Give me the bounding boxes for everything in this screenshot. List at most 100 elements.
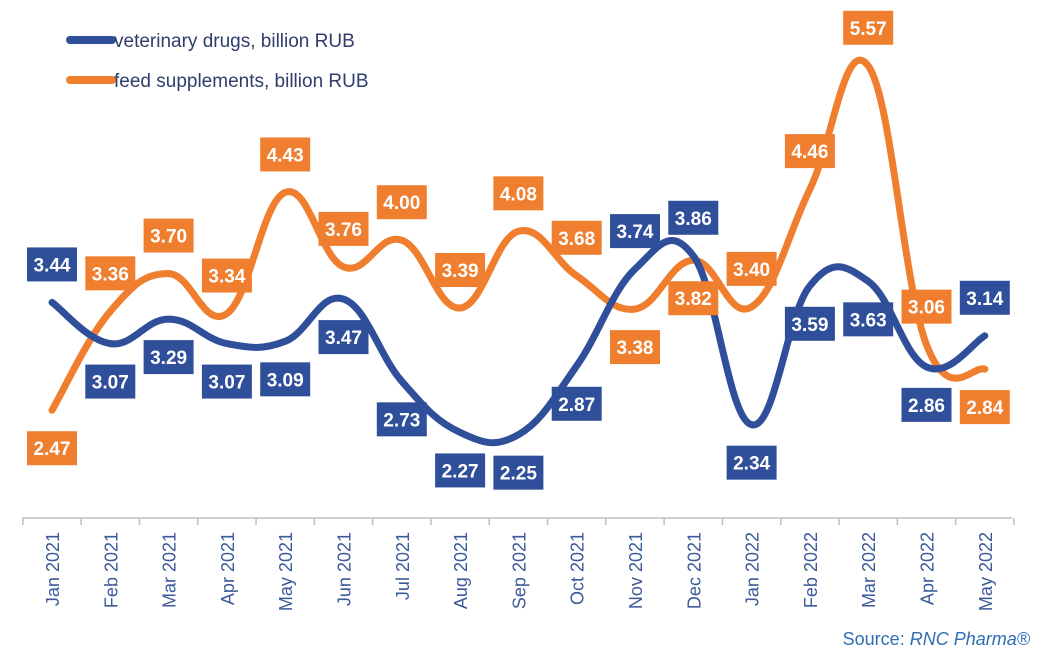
source-note: Source: RNC Pharma®	[843, 629, 1030, 650]
data-label-feed-supplements: 3.40	[726, 251, 777, 286]
x-tick-label: Aug 2021	[451, 532, 471, 609]
data-label-feed-supplements: 3.82	[668, 281, 719, 316]
data-label-veterinary-drugs: 2.27	[435, 453, 486, 488]
data-label-veterinary-drugs: 2.87	[551, 386, 602, 421]
data-label-feed-supplements: 3.34	[201, 258, 252, 293]
legend: veterinary drugs, billion RUB feed suppl…	[66, 31, 369, 92]
data-label-text: 4.43	[267, 145, 304, 166]
data-label-box	[959, 280, 1010, 315]
data-label-box	[551, 386, 602, 421]
data-label-text: 3.07	[92, 373, 129, 394]
data-label-veterinary-drugs: 3.14	[959, 280, 1010, 315]
data-label-feed-supplements: 4.08	[493, 176, 544, 211]
data-label-text: 4.08	[500, 184, 537, 205]
x-axis-ticks	[22, 518, 1015, 525]
data-label-text: 3.38	[617, 338, 654, 359]
data-labels: 3.44 3.07 3.29 3.07 3.09 3.47 2.73 2.27 2.25 2.87…	[27, 10, 1010, 490]
data-label-text: 3.40	[733, 260, 770, 281]
data-label-text: 2.86	[908, 396, 945, 417]
data-label-feed-supplements: 3.39	[435, 253, 486, 287]
data-label-text: 3.29	[150, 348, 187, 369]
data-label-veterinary-drugs: 3.74	[610, 214, 660, 249]
data-label-text: 3.59	[791, 315, 828, 336]
x-tick-label: Feb 2022	[801, 532, 821, 608]
data-label-box	[27, 431, 77, 466]
data-label-text: 3.63	[850, 310, 887, 331]
x-tick-label: Nov 2021	[626, 532, 646, 609]
x-tick-label: Mar 2021	[160, 532, 180, 608]
data-label-text: 4.00	[383, 193, 420, 214]
data-label-text: 3.74	[617, 222, 654, 243]
data-label-box	[143, 340, 194, 375]
data-label-box	[376, 185, 427, 220]
x-tick-label: May 2022	[976, 532, 996, 611]
data-label-box	[318, 320, 369, 355]
data-label-feed-supplements: 5.57	[843, 10, 894, 45]
data-label-veterinary-drugs: 3.47	[318, 320, 369, 355]
data-label-text: 2.25	[500, 464, 537, 485]
data-label-box	[726, 251, 777, 286]
data-label-text: 2.87	[558, 395, 595, 416]
data-label-box	[376, 402, 427, 437]
data-label-box	[260, 137, 311, 172]
data-label-text: 3.47	[325, 328, 362, 349]
x-tick-label: Dec 2021	[684, 532, 704, 609]
data-label-feed-supplements: 3.38	[610, 330, 660, 365]
x-tick-label: Jul 2021	[393, 532, 413, 600]
data-label-text: 3.09	[267, 370, 304, 391]
data-label-veterinary-drugs: 2.86	[901, 387, 952, 422]
data-label-text: 2.34	[733, 454, 770, 475]
legend-label-veterinary-drugs: veterinary drugs, billion RUB	[114, 31, 355, 52]
data-label-box	[668, 200, 719, 235]
data-label-box	[551, 220, 602, 255]
data-label-box	[843, 10, 894, 45]
data-label-veterinary-drugs: 3.86	[668, 200, 719, 235]
data-label-text: 3.44	[34, 255, 71, 276]
data-label-box	[27, 247, 77, 282]
data-label-box	[610, 330, 660, 365]
data-label-feed-supplements: 3.36	[85, 256, 136, 291]
x-tick-label: Jan 2022	[743, 532, 763, 606]
data-label-feed-supplements: 4.43	[260, 137, 311, 172]
data-label-box	[435, 253, 486, 287]
data-label-box	[201, 258, 252, 293]
data-label-text: 3.70	[150, 227, 187, 248]
data-label-box	[201, 364, 252, 399]
x-tick-label: Jun 2021	[335, 532, 355, 606]
data-label-box	[901, 387, 952, 422]
data-label-veterinary-drugs: 2.34	[726, 445, 777, 480]
data-label-text: 5.57	[850, 19, 887, 40]
data-label-box	[85, 364, 136, 399]
source-name: RNC Pharma®	[909, 629, 1030, 649]
x-tick-label: Sep 2021	[509, 532, 529, 609]
x-tick-label: Apr 2021	[218, 532, 238, 605]
data-label-text: 3.34	[208, 267, 245, 288]
data-label-text: 3.39	[442, 261, 479, 282]
data-label-text: 2.84	[966, 398, 1003, 419]
data-label-text: 3.36	[92, 264, 129, 285]
data-label-veterinary-drugs: 3.63	[843, 302, 894, 337]
data-label-feed-supplements: 3.68	[551, 220, 602, 255]
data-label-veterinary-drugs: 3.59	[784, 306, 835, 341]
data-label-text: 2.27	[442, 461, 479, 482]
data-label-feed-supplements: 3.70	[143, 218, 194, 253]
data-label-box	[143, 218, 194, 253]
data-label-box	[784, 134, 835, 169]
data-label-box	[318, 211, 369, 246]
data-label-box	[784, 306, 835, 341]
x-tick-label: Apr 2022	[918, 532, 938, 605]
data-label-feed-supplements: 3.76	[318, 211, 369, 246]
data-label-text: 3.14	[966, 289, 1003, 310]
x-axis-tick-labels: Jan 2021 Feb 2021 Mar 2021 Apr 2021 May 2021…	[43, 532, 996, 611]
data-label-text: 2.47	[34, 439, 71, 460]
data-label-box	[959, 390, 1010, 425]
data-label-feed-supplements: 4.46	[784, 134, 835, 169]
series-line-feed-supplements	[48, 56, 989, 414]
data-label-box	[726, 445, 777, 480]
data-label-text: 3.76	[325, 220, 362, 241]
data-label-feed-supplements: 3.06	[901, 289, 952, 324]
data-label-box	[668, 281, 719, 316]
data-label-text: 3.86	[675, 209, 712, 230]
data-label-box	[493, 455, 544, 490]
